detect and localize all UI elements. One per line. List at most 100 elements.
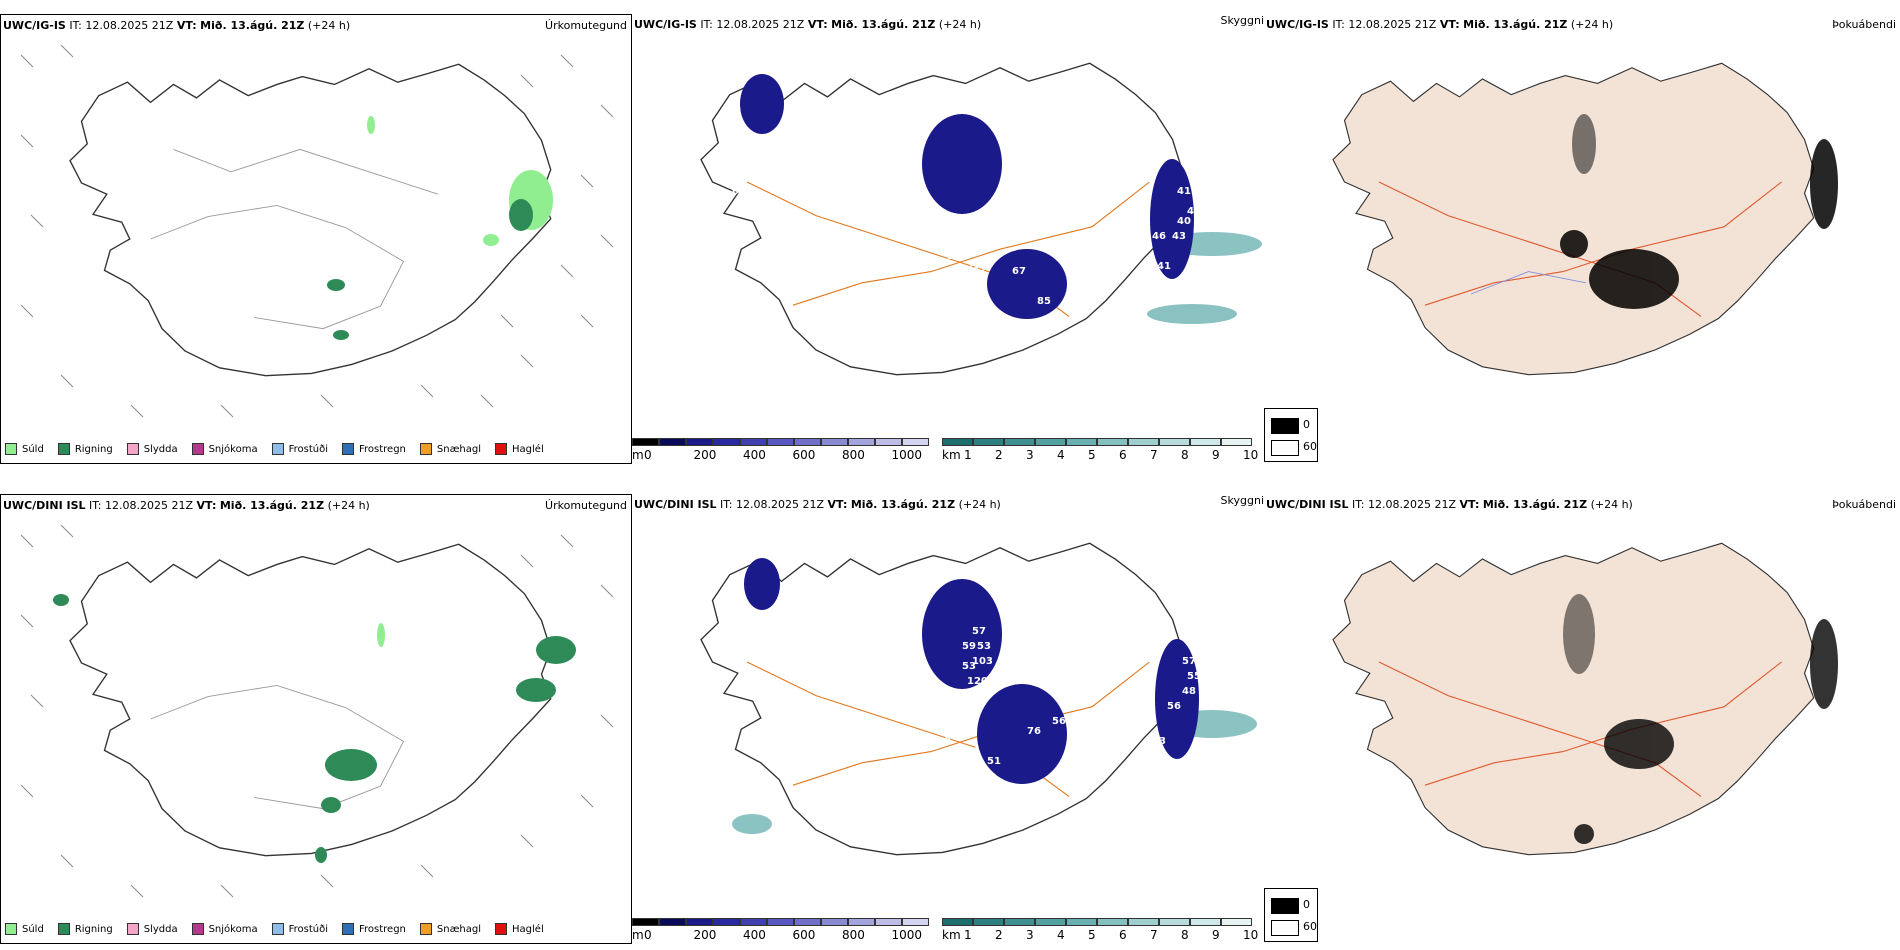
colorbar-tick: 7	[1150, 928, 1158, 942]
colorbar-tick: 9	[1212, 448, 1220, 462]
cloud-base-label: 86	[842, 186, 856, 197]
colorbar-segment	[1097, 918, 1128, 926]
cloud-base-label: 71	[952, 266, 966, 277]
cloud-base-label: 55	[1012, 786, 1026, 797]
fog-legend-value: 60	[1303, 920, 1317, 933]
colorbar-segment	[1190, 918, 1221, 926]
colorbar-segment	[1097, 438, 1128, 446]
colorbar-unit: km	[942, 928, 961, 942]
legend-item: Snjókoma	[191, 443, 258, 455]
colorbar-segment	[848, 918, 875, 926]
cloud-panel-ig: UWC/IG-IS IT: 12.08.2025 21Z VT: Mið. 13…	[632, 14, 1264, 464]
cloud-base-label: 46	[1152, 231, 1166, 242]
legend-item: Súld	[5, 443, 44, 455]
cloud-base-label: 60	[962, 231, 976, 242]
colorbar-tick: 10	[1243, 928, 1259, 942]
cloud-base-label: 78	[837, 186, 851, 197]
colorbar-unit: m	[632, 928, 644, 942]
colorbar-tick: 4	[1057, 448, 1065, 462]
colorbar-segment	[942, 438, 973, 446]
legend-swatch	[191, 443, 204, 455]
cloud-base-label: 40	[1157, 281, 1171, 292]
legend-swatch	[495, 923, 508, 935]
panel-title: Þokuábendi	[1832, 18, 1896, 31]
legend-swatch	[342, 443, 354, 455]
colorbar-tick: 5	[1088, 928, 1096, 942]
colorbar-segment	[848, 438, 875, 446]
panel-title: Þokuábendi	[1832, 498, 1896, 511]
panel-header: UWC/DINI ISL IT: 12.08.2025 21Z VT: Mið.…	[634, 498, 1001, 511]
cloud-base-label: 76	[1027, 726, 1041, 737]
legend-swatch	[126, 443, 139, 455]
cloud-base-label: 18	[1062, 866, 1076, 877]
cloud-base-label: 57	[1182, 656, 1196, 667]
colorbar-segment	[1128, 438, 1159, 446]
fog-legend: 0 60	[1264, 888, 1318, 942]
cloud-base-label: 42	[852, 116, 866, 127]
panel-header: UWC/DINI ISL IT: 12.08.2025 21Z VT: Mið.…	[3, 499, 370, 512]
colorbar-tick: 5	[1088, 448, 1096, 462]
cloud-base-label: 53	[977, 641, 991, 652]
colorbar-segment	[1066, 438, 1097, 446]
fog-legend-swatch	[1271, 898, 1299, 914]
fog-legend-swatch	[1271, 440, 1299, 456]
legend-item: Frostregn	[342, 443, 406, 455]
wind-barbs	[20, 44, 614, 418]
fog-map	[1332, 542, 1838, 856]
colorbar-segment	[1221, 438, 1252, 446]
colorbar-tick: 7	[1150, 448, 1158, 462]
cloud-base-label: 48	[1182, 686, 1196, 697]
cloud-base-label: 27	[967, 261, 981, 272]
visibility-colorbar: km 1 2 3 4 5 6 7 8 9 10	[942, 918, 1258, 942]
colorbar-tick: 4	[1057, 928, 1065, 942]
colorbar-segment	[821, 438, 848, 446]
colorbar-segment	[1190, 438, 1221, 446]
legend-item: Rigning	[57, 923, 113, 935]
colorbar-segment	[632, 438, 659, 446]
colorbar-segment	[942, 918, 973, 926]
colorbar-segment	[659, 918, 686, 926]
legend-item: Frostregn	[342, 923, 406, 935]
fog-map	[1332, 62, 1838, 376]
colorbar-tick: 0	[644, 928, 652, 942]
cloud-base-label: 51	[727, 101, 741, 112]
cloud-base-label: 19	[937, 736, 951, 747]
cloud-base-label: 33	[1152, 736, 1166, 747]
precip-blobs	[53, 594, 576, 863]
colorbar-segment	[821, 918, 848, 926]
cloud-base-label: 187	[947, 851, 968, 862]
fog-legend: 0 60	[1264, 408, 1318, 462]
colorbar-segment	[740, 918, 767, 926]
cloud-base-label: 51	[987, 756, 1001, 767]
cloud-base-label: 71	[1022, 321, 1036, 332]
colorbar-segment	[1159, 918, 1190, 926]
colorbar-segment	[1004, 438, 1035, 446]
cloud-base-label: 16	[882, 396, 896, 407]
panel-title: Úrkomutegund	[545, 499, 627, 512]
colorbar-tick: 400	[743, 448, 766, 462]
colorbar-tick: 1	[964, 928, 972, 942]
cloud-panel-dini: UWC/DINI ISL IT: 12.08.2025 21Z VT: Mið.…	[632, 494, 1264, 944]
colorbar-segment	[767, 438, 794, 446]
cloud-base-label: 55	[1187, 671, 1201, 682]
cloud-base-label: 10	[772, 666, 786, 677]
panel-header: UWC/IG-IS IT: 12.08.2025 21Z VT: Mið. 13…	[1266, 18, 1614, 31]
colorbar-segment	[686, 918, 713, 926]
cloud-base-label: 20	[772, 211, 786, 222]
precip-legend: Súld Rigning Slydda Snjókoma Frostúði Fr…	[5, 443, 544, 455]
colorbar-tick: 1000	[891, 928, 923, 942]
cloud-base-label: 45	[1187, 206, 1201, 217]
colorbar-segment	[740, 438, 767, 446]
precip-map	[20, 524, 614, 898]
legend-swatch	[57, 923, 70, 935]
colorbar-segment	[973, 918, 1004, 926]
cloud-base-label: 56	[1052, 716, 1066, 727]
colorbar-swatches	[942, 438, 1252, 446]
colorbar-unit: km	[942, 448, 961, 462]
colorbar-segment	[1004, 918, 1035, 926]
cloud-base-areas	[740, 74, 1194, 319]
colorbar-tick: 9	[1212, 928, 1220, 942]
panel-header: UWC/IG-IS IT: 12.08.2025 21Z VT: Mið. 13…	[3, 19, 351, 32]
fog-panel-dini: UWC/DINI ISL IT: 12.08.2025 21Z VT: Mið.…	[1264, 494, 1900, 944]
